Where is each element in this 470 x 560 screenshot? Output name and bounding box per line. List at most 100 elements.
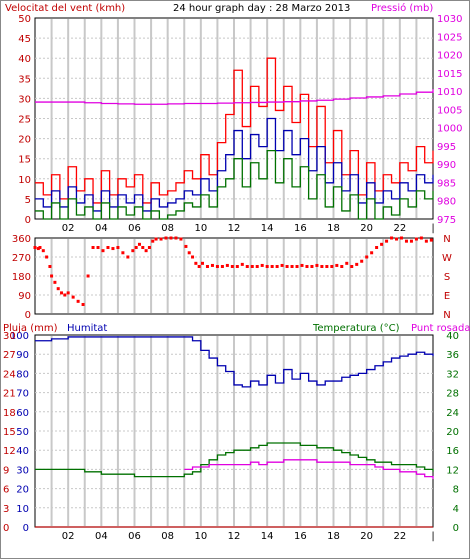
direction-axis-tick: 270 <box>12 253 31 264</box>
direction-point <box>184 244 188 248</box>
hour-axis-tick: 20 <box>360 531 373 542</box>
hour-axis-tick: 12 <box>228 223 241 234</box>
humidity-axis-tick: 30 <box>16 465 29 476</box>
wind-average-line <box>35 117 434 212</box>
direction-point <box>154 237 158 241</box>
rain-axis-tick: 30 <box>3 331 16 342</box>
pressure-axis-tick: 1025 <box>437 32 462 43</box>
humidity-axis-tick: 60 <box>16 408 29 419</box>
direction-point <box>280 263 284 267</box>
hour-axis-tick: 22 <box>393 531 406 542</box>
direction-point <box>126 255 130 259</box>
direction-point <box>320 265 324 268</box>
direction-axis-tick: 0 <box>25 310 31 321</box>
wind-axis-tick: 50 <box>18 14 31 25</box>
direction-point <box>270 265 274 268</box>
direction-point <box>240 262 244 266</box>
direction-point <box>137 242 141 246</box>
humidity-label: Humitat <box>67 323 107 334</box>
direction-point <box>360 259 364 263</box>
temperature-label: Temperatura (°C) <box>312 323 400 334</box>
temperature-axis-tick: 36 <box>446 350 459 361</box>
direction-point <box>245 265 249 268</box>
direction-point <box>147 246 151 249</box>
direction-point <box>350 265 354 268</box>
temperature-axis-tick: 24 <box>446 408 459 419</box>
direction-point <box>345 261 349 265</box>
direction-point <box>210 263 214 267</box>
direction-point <box>404 239 408 243</box>
direction-point <box>197 265 201 268</box>
direction-point <box>429 238 433 242</box>
temperature-axis-tick: 4 <box>453 504 459 515</box>
hour-axis-tick: 02 <box>62 223 75 234</box>
direction-point <box>220 265 224 268</box>
pressure-axis-tick: 980 <box>437 197 456 208</box>
direction-point <box>385 239 389 243</box>
direction-point <box>86 274 90 278</box>
direction-point <box>424 239 428 243</box>
direction-point <box>116 246 120 249</box>
wind-title: Velocitat del vent (kmh) <box>5 3 125 14</box>
hour-axis-tick: 10 <box>194 531 207 542</box>
direction-point <box>325 265 329 268</box>
rain-axis-tick: 21 <box>3 389 16 400</box>
pressure-axis-tick: 1020 <box>437 51 462 62</box>
hour-axis-tick: 18 <box>327 223 340 234</box>
direction-point <box>265 265 269 268</box>
temperature-axis-tick: 12 <box>446 465 459 476</box>
direction-point <box>310 265 314 268</box>
direction-point <box>194 261 198 265</box>
direction-point <box>45 255 49 259</box>
direction-point <box>225 263 229 267</box>
pressure-axis-tick: 1015 <box>437 69 462 80</box>
compass-axis-tick: S <box>444 272 450 283</box>
direction-point <box>63 293 67 297</box>
direction-point <box>174 236 178 240</box>
direction-point <box>111 247 115 251</box>
humidity-axis-tick: 80 <box>16 369 29 380</box>
direction-point <box>76 299 80 303</box>
direction-axis-tick: 90 <box>18 291 31 302</box>
wind-axis-tick: 20 <box>18 135 31 146</box>
direction-point <box>134 246 138 249</box>
humidity-axis-tick: 90 <box>16 350 29 361</box>
data-series <box>33 57 434 528</box>
humidity-axis-tick: 10 <box>16 504 29 515</box>
rain-axis-tick: 9 <box>3 465 9 476</box>
humidity-axis-tick: 20 <box>16 485 29 496</box>
direction-point <box>169 236 173 240</box>
compass-axis-tick: N <box>443 234 450 245</box>
rain-label: Pluja (mm) <box>3 323 58 334</box>
direction-point <box>419 236 423 240</box>
temperature-axis-tick: 40 <box>446 331 459 342</box>
direction-point <box>375 246 379 249</box>
hour-axis-tick: 14 <box>261 223 274 234</box>
direction-point <box>409 239 413 243</box>
direction-point <box>66 291 70 295</box>
pressure-axis-tick: 1030 <box>437 14 462 25</box>
hour-axis-tick: 20 <box>360 223 373 234</box>
direction-point <box>179 237 183 241</box>
direction-point <box>255 265 259 268</box>
direction-point <box>81 303 85 306</box>
direction-point <box>159 237 163 241</box>
direction-point <box>60 291 64 295</box>
wind-axis-tick: 40 <box>18 54 31 65</box>
hour-axis-tick: 18 <box>327 531 340 542</box>
wind-axis-tick: 45 <box>18 34 31 45</box>
direction-point <box>191 255 195 259</box>
wind-axis-tick: 35 <box>18 74 31 85</box>
rain-axis-tick: 27 <box>3 350 16 361</box>
direction-point <box>36 247 40 251</box>
direction-point <box>275 265 279 268</box>
hour-axis-tick: 12 <box>228 531 241 542</box>
wind-minimum-line <box>35 150 434 220</box>
direction-point <box>91 246 95 249</box>
pressure-axis-tick: 985 <box>437 178 456 189</box>
rain-axis-tick: 18 <box>3 408 16 419</box>
temperature-line <box>35 442 434 478</box>
direction-point <box>144 249 148 253</box>
